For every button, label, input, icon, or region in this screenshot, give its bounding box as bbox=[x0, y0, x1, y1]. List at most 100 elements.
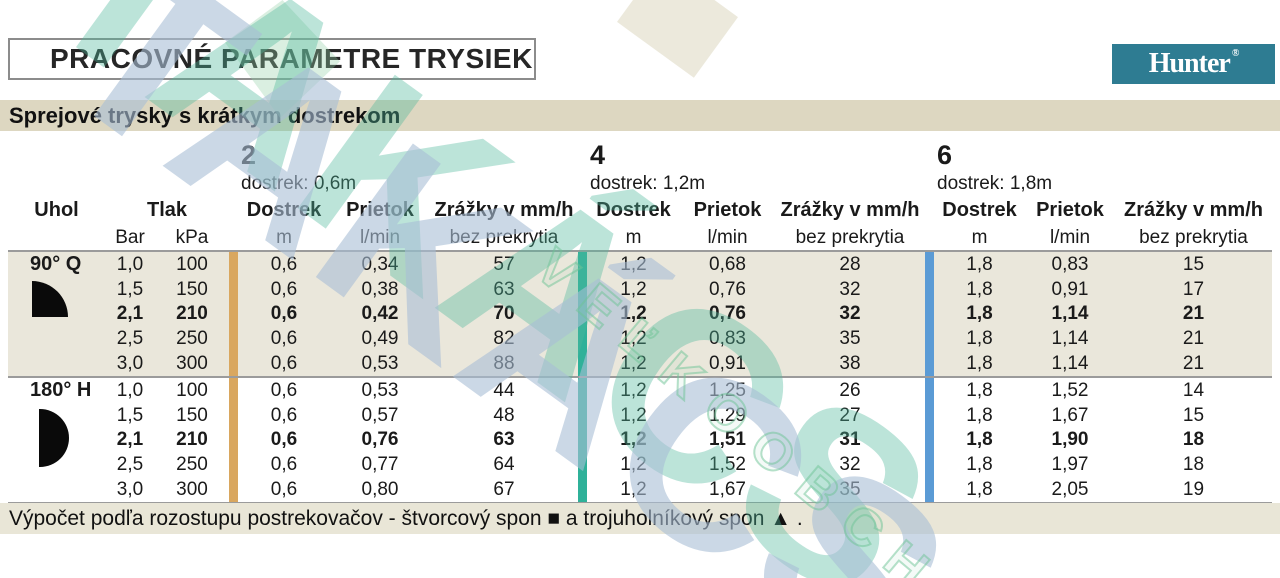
divider-stripe bbox=[229, 402, 238, 428]
prietok-value: 1,25 bbox=[709, 379, 746, 401]
divider-stripe bbox=[578, 276, 587, 302]
subtitle-text: Sprejové trysky s krátkym dostrekom bbox=[9, 102, 401, 128]
divider-stripe bbox=[578, 252, 587, 277]
column-header-prietok-unit: l/min bbox=[1049, 226, 1091, 248]
angle-label: 180° H bbox=[30, 378, 92, 401]
quarter-circle-icon bbox=[32, 281, 68, 317]
prietok-value: 1,14 bbox=[1051, 328, 1089, 350]
zrazky-value: 35 bbox=[839, 479, 861, 501]
dostrek-value: 1,8 bbox=[966, 303, 993, 325]
zrazky-value: 21 bbox=[1182, 353, 1205, 375]
prietok-value: 1,67 bbox=[1051, 404, 1089, 426]
zrazky-value: 48 bbox=[493, 404, 515, 426]
bar-value: 3,0 bbox=[116, 353, 144, 375]
column-header-dostrek-unit: m bbox=[625, 226, 642, 248]
divider-stripe bbox=[925, 377, 934, 403]
kpa-value: 150 bbox=[176, 404, 208, 426]
hunter-logo: Hunter ® bbox=[1112, 44, 1275, 84]
bar-value: 2,5 bbox=[116, 454, 144, 476]
zrazky-value: 32 bbox=[839, 278, 861, 300]
dostrek-value: 0,6 bbox=[270, 353, 298, 375]
zrazky-value: 27 bbox=[839, 404, 861, 426]
dostrek-value: 1,8 bbox=[966, 479, 993, 501]
divider-stripe bbox=[925, 477, 934, 502]
prietok-value: 0,38 bbox=[361, 278, 399, 300]
zrazky-value: 21 bbox=[1182, 303, 1205, 325]
dostrek-value: 0,6 bbox=[270, 278, 298, 300]
zrazky-value: 32 bbox=[839, 454, 861, 476]
prietok-value: 0,68 bbox=[709, 253, 746, 275]
divider-stripe bbox=[925, 326, 934, 352]
kpa-value: 210 bbox=[176, 303, 208, 325]
divider-stripe bbox=[578, 351, 587, 376]
zrazky-value: 70 bbox=[493, 303, 515, 325]
zrazky-value: 18 bbox=[1182, 454, 1205, 476]
dostrek-value: 1,2 bbox=[620, 479, 647, 501]
prietok-value: 1,90 bbox=[1051, 429, 1089, 451]
prietok-value: 1,52 bbox=[709, 454, 746, 476]
dostrek-value: 1,8 bbox=[966, 253, 993, 275]
prietok-value: 1,51 bbox=[709, 429, 746, 451]
bar-value: 1,5 bbox=[116, 278, 144, 300]
column-header-zrazky: Zrážky v mm/h bbox=[1124, 199, 1263, 221]
angle-cell: 90° Q bbox=[8, 252, 105, 376]
divider-stripe bbox=[229, 326, 238, 352]
prietok-value: 0,42 bbox=[361, 303, 399, 325]
prietok-value: 0,53 bbox=[361, 353, 399, 375]
column-header-zrazky: Zrážky v mm/h bbox=[780, 199, 920, 221]
dostrek-value: 1,2 bbox=[620, 429, 647, 451]
column-header-zrazky-unit: bez prekrytia bbox=[449, 226, 559, 248]
dostrek-value: 1,2 bbox=[620, 379, 647, 401]
divider-stripe bbox=[578, 402, 587, 428]
prietok-value: 0,76 bbox=[709, 303, 746, 325]
dostrek-value: 1,2 bbox=[620, 253, 647, 275]
divider-stripe bbox=[229, 351, 238, 376]
dostrek-value: 1,8 bbox=[966, 404, 993, 426]
divider-stripe bbox=[229, 301, 238, 327]
table-section: 90° Q 1,0 100 0,6 0,34 57 1,2 0,68 28 1,8 0,83 15 1,… bbox=[8, 250, 1272, 376]
kpa-value: 300 bbox=[176, 353, 208, 375]
divider-stripe bbox=[578, 326, 587, 352]
zrazky-value: 64 bbox=[493, 454, 515, 476]
divider-stripe bbox=[925, 402, 934, 428]
dostrek-value: 0,6 bbox=[270, 303, 298, 325]
kpa-value: 250 bbox=[176, 454, 208, 476]
nozzle-number: 2 bbox=[241, 139, 257, 170]
column-header-prietok-unit: l/min bbox=[359, 226, 401, 248]
divider-stripe bbox=[578, 427, 587, 453]
prietok-value: 1,29 bbox=[709, 404, 746, 426]
divider-stripe bbox=[925, 351, 934, 376]
zrazky-value: 67 bbox=[493, 479, 515, 501]
angle-label: 90° Q bbox=[30, 253, 82, 275]
prietok-value: 0,80 bbox=[361, 479, 399, 501]
divider-stripe bbox=[229, 477, 238, 502]
title-box: PRACOVNÉ PARAMETRE TRYSIEK bbox=[8, 38, 536, 80]
prietok-value: 0,53 bbox=[361, 379, 399, 401]
divider-stripe bbox=[578, 452, 587, 478]
prietok-value: 2,05 bbox=[1051, 479, 1089, 501]
column-header-uhol: Uhol bbox=[34, 199, 79, 221]
prietok-value: 1,67 bbox=[709, 479, 746, 501]
kpa-value: 100 bbox=[176, 379, 208, 401]
prietok-value: 0,76 bbox=[361, 429, 399, 451]
column-header-prietok: Prietok bbox=[1036, 199, 1104, 221]
zrazky-value: 35 bbox=[839, 328, 861, 350]
dostrek-value: 1,8 bbox=[966, 328, 993, 350]
dostrek-value: 0,6 bbox=[270, 253, 298, 275]
prietok-value: 0,91 bbox=[1051, 278, 1089, 300]
dostrek-value: 1,2 bbox=[620, 353, 647, 375]
prietok-value: 1,14 bbox=[1051, 353, 1089, 375]
zrazky-value: 88 bbox=[493, 353, 515, 375]
divider-stripe bbox=[578, 377, 587, 403]
hunter-logo-text: Hunter bbox=[1148, 48, 1231, 79]
dostrek-value: 1,2 bbox=[620, 278, 647, 300]
dostrek-value: 1,2 bbox=[620, 404, 647, 426]
nozzle-dostrek-label: dostrek: 1,2m bbox=[590, 172, 706, 194]
column-header-tlak: Tlak bbox=[146, 199, 188, 221]
registered-trademark-icon: ® bbox=[1231, 48, 1240, 59]
zrazky-value: 21 bbox=[1182, 328, 1205, 350]
column-header-zrazky: Zrážky v mm/h bbox=[434, 199, 574, 221]
prietok-value: 0,49 bbox=[361, 328, 399, 350]
page-title: PRACOVNÉ PARAMETRE TRYSIEK bbox=[50, 43, 533, 74]
